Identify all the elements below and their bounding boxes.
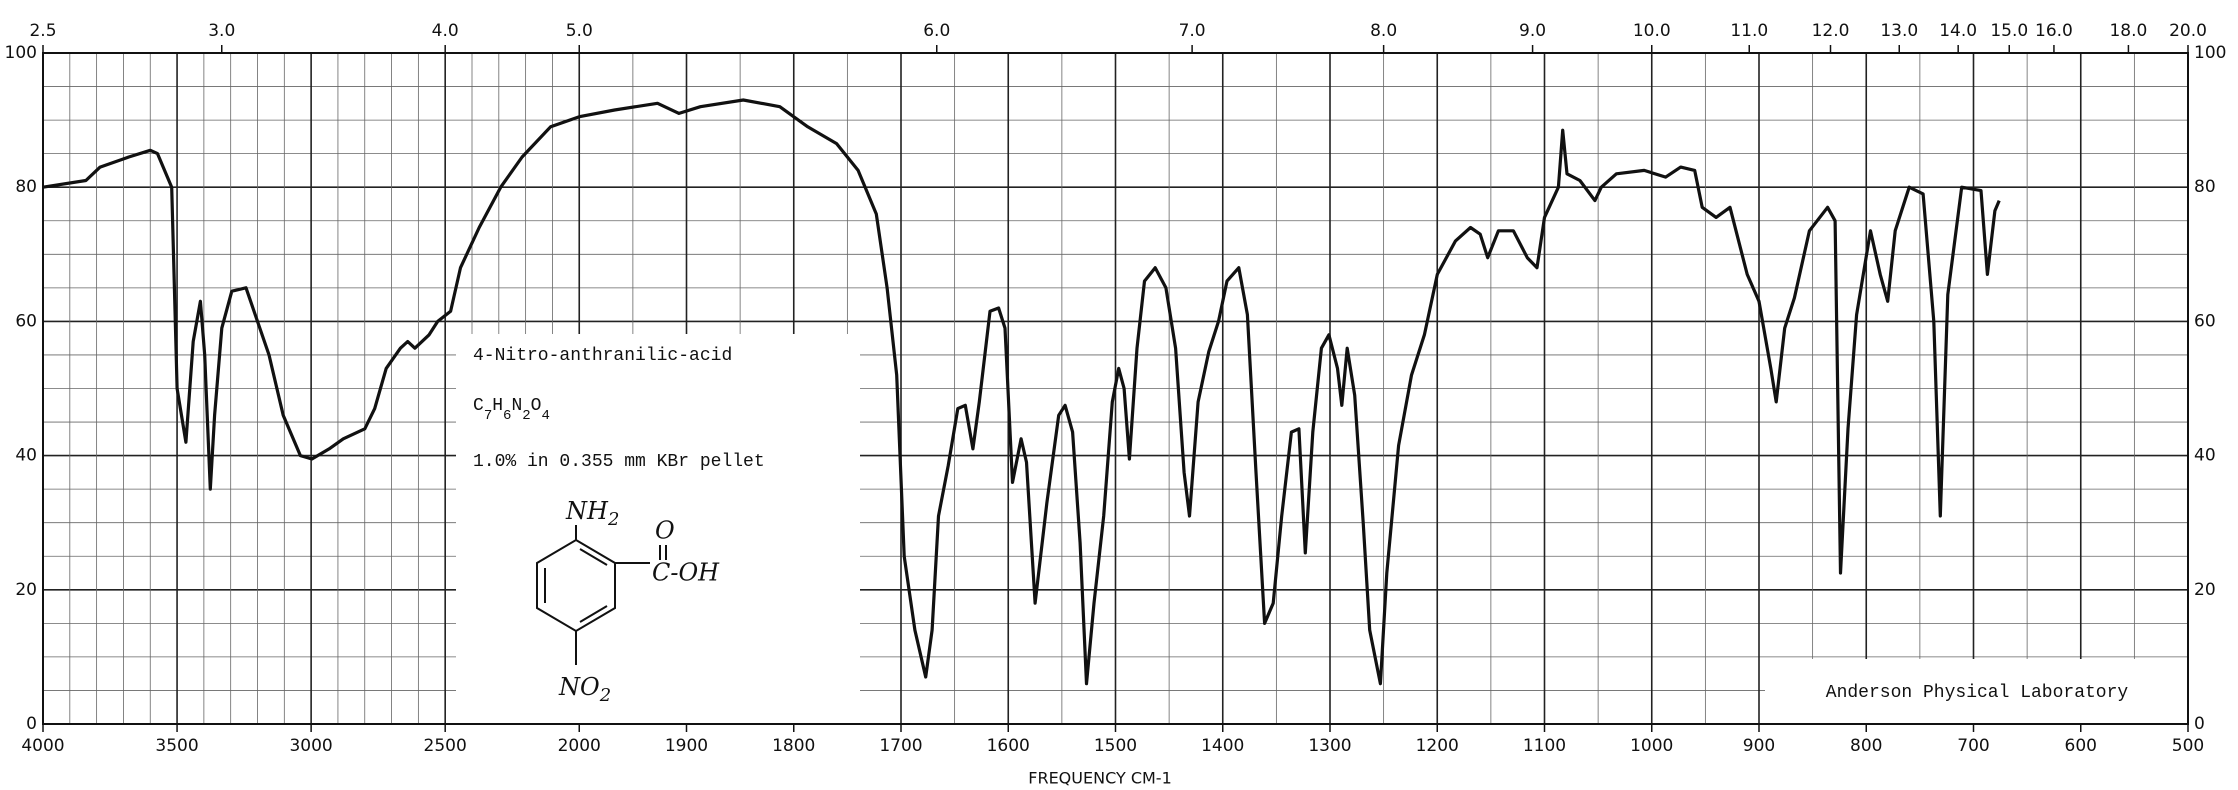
compound-name: 4-Nitro-anthranilic-acid — [473, 346, 732, 366]
micron-tick-label: 6.0 — [923, 21, 950, 41]
micron-tick-label: 16.0 — [2035, 21, 2073, 41]
x-tick-label: 1400 — [1201, 736, 1244, 756]
micron-tick-label: 20.0 — [2169, 21, 2207, 41]
micron-tick-label: 9.0 — [1519, 21, 1546, 41]
nitro-sub: 2 — [599, 685, 611, 706]
micron-tick-label: 3.0 — [208, 21, 235, 41]
micron-tick-label: 10.0 — [1633, 21, 1671, 41]
x-tick-label: 1000 — [1630, 736, 1673, 756]
y2-tick-label: 40 — [2194, 446, 2216, 466]
x-tick-label: 3500 — [155, 736, 198, 756]
x-tick-label: 2500 — [424, 736, 467, 756]
formula-part: 7 — [484, 408, 492, 424]
info-box — [456, 334, 860, 723]
micron-tick-label: 15.0 — [1990, 21, 2028, 41]
x-tick-label: 2000 — [558, 736, 601, 756]
x-tick-label: 4000 — [21, 736, 64, 756]
x-tick-label: 1700 — [879, 736, 922, 756]
y2-tick-label: 0 — [2194, 714, 2205, 734]
benzene-ring — [536, 525, 667, 665]
micron-tick-label: 14.0 — [1939, 21, 1977, 41]
x-tick-label: 1100 — [1523, 736, 1566, 756]
micron-tick-label: 12.0 — [1812, 21, 1850, 41]
nitro-text: NO — [558, 673, 600, 701]
formula-part: C — [473, 396, 484, 416]
carboxyl-label: C-OH — [652, 559, 720, 587]
lab-name: Anderson Physical Laboratory — [1826, 683, 2129, 703]
x-tick-label: 1900 — [665, 736, 708, 756]
x-tick-label: 700 — [1957, 736, 1989, 756]
formula-part: 6 — [503, 408, 511, 424]
y-tick-label: 100 — [5, 43, 37, 63]
spectrum-line — [42, 98, 2001, 686]
micron-tick-label: 5.0 — [566, 21, 593, 41]
x-tick-label: 600 — [2065, 736, 2097, 756]
micron-tick-label: 7.0 — [1179, 21, 1206, 41]
x-tick-label: 500 — [2172, 736, 2204, 756]
amine-sub: 2 — [607, 509, 619, 530]
y-tick-label: 0 — [26, 714, 37, 734]
x-tick-label: 1500 — [1094, 736, 1137, 756]
x-tick-label: 1600 — [987, 736, 1030, 756]
carbonyl-label: O — [655, 517, 675, 545]
formula: C7H6N2O4 — [473, 396, 550, 424]
formula-part: 4 — [541, 408, 549, 424]
y-tick-label: 60 — [15, 311, 37, 331]
y-tick-label: 20 — [15, 580, 37, 600]
x-axis-label: FREQUENCY CM-1 — [1028, 769, 1172, 788]
lab-box — [1765, 659, 2188, 723]
micron-tick-label: 18.0 — [2109, 21, 2147, 41]
micron-tick-label: 4.0 — [432, 21, 459, 41]
y2-tick-label: 60 — [2194, 311, 2216, 331]
micron-tick-label: 2.5 — [29, 21, 56, 41]
formula-part: O — [531, 396, 542, 416]
x-tick-label: 1200 — [1416, 736, 1459, 756]
micron-tick-label: 11.0 — [1730, 21, 1768, 41]
x-tick-label: 3000 — [289, 736, 332, 756]
formula-part: N — [511, 396, 522, 416]
micron-tick-label: 13.0 — [1880, 21, 1918, 41]
amine-label: NH2 — [565, 497, 619, 531]
y-tick-label: 80 — [15, 177, 37, 197]
y2-tick-label: 80 — [2194, 177, 2216, 197]
formula-part: 2 — [522, 408, 530, 424]
y2-tick-label: 100 — [2194, 43, 2226, 63]
nitro-label: NO2 — [558, 673, 611, 707]
micron-tick-label: 8.0 — [1370, 21, 1397, 41]
sample-note: 1.0% in 0.355 mm KBr pellet — [473, 452, 765, 472]
formula-part: H — [492, 396, 503, 416]
amine-text: NH — [565, 497, 609, 525]
y2-tick-label: 20 — [2194, 580, 2216, 600]
y-tick-label: 40 — [15, 446, 37, 466]
x-tick-label: 1300 — [1308, 736, 1351, 756]
x-tick-label: 800 — [1850, 736, 1882, 756]
x-tick-label: 1800 — [772, 736, 815, 756]
x-tick-label: 900 — [1743, 736, 1775, 756]
